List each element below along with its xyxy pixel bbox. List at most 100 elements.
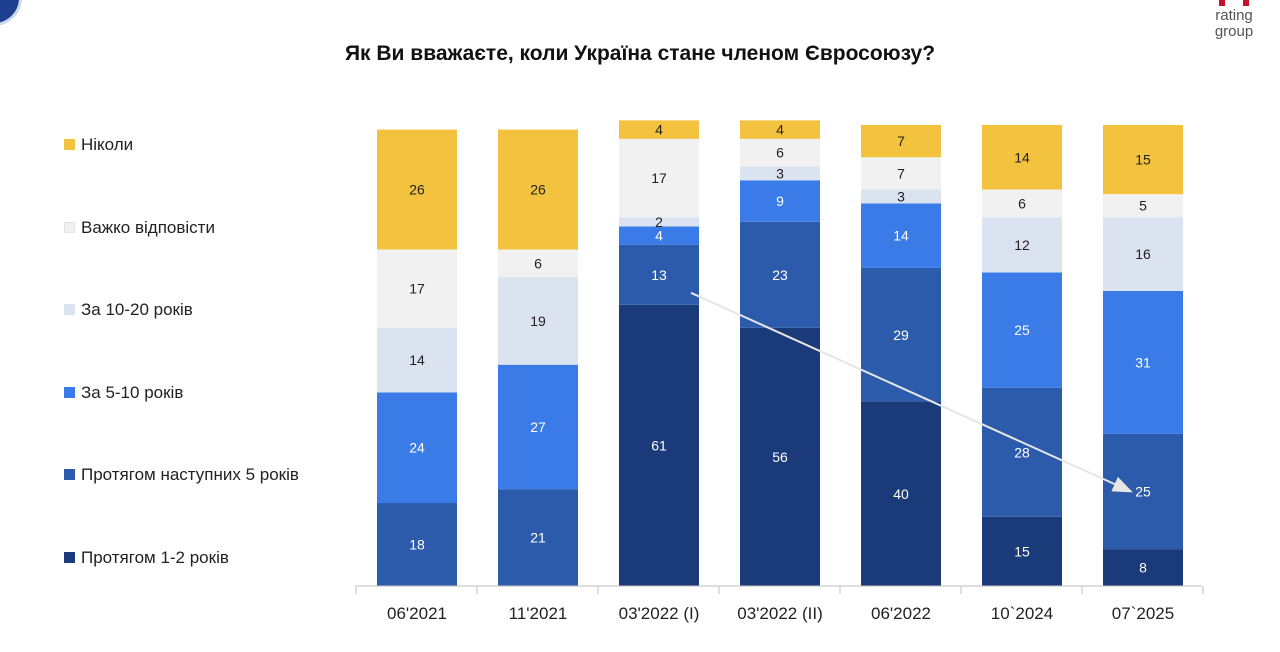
data-label: 7 xyxy=(897,133,905,149)
data-label: 21 xyxy=(530,530,546,546)
data-label: 19 xyxy=(530,313,546,329)
bar-segment xyxy=(740,221,820,328)
legend-swatch xyxy=(64,551,75,563)
legend-item: За 10-20 років xyxy=(64,299,193,321)
data-label: 4 xyxy=(655,122,663,138)
data-label: 7 xyxy=(897,165,905,181)
legend-label: Протягом наступних 5 років xyxy=(81,465,299,484)
brand-logo: rating group xyxy=(1204,0,1264,40)
bar-segment xyxy=(498,129,578,250)
data-label: 14 xyxy=(893,228,909,244)
bar-segment xyxy=(377,392,457,504)
data-label: 15 xyxy=(1014,543,1030,559)
data-label: 56 xyxy=(772,449,788,465)
data-label: 29 xyxy=(893,327,909,343)
data-label: 2 xyxy=(655,214,663,230)
brand-text: rating group xyxy=(1214,7,1254,40)
brand-mark-icon xyxy=(1219,0,1249,6)
x-tick-label: 03'2022 (ІІ) xyxy=(737,604,822,623)
data-label: 31 xyxy=(1135,354,1151,370)
bar-segment xyxy=(861,401,941,586)
chart-title: Як Ви вважаєте, коли Україна стане члено… xyxy=(344,42,936,65)
bar-segment xyxy=(619,226,699,245)
data-label: 6 xyxy=(1018,195,1026,211)
bar-segment xyxy=(1103,125,1183,195)
data-label: 8 xyxy=(1139,560,1147,576)
bar-segment xyxy=(1103,549,1183,586)
data-label: 18 xyxy=(409,537,425,553)
bar-segment xyxy=(740,180,820,222)
data-label: 17 xyxy=(409,281,425,297)
data-label: 27 xyxy=(530,419,546,435)
data-label: 24 xyxy=(409,440,425,456)
bar-segment xyxy=(498,249,578,278)
data-label: 61 xyxy=(651,437,667,453)
data-label: 4 xyxy=(776,122,784,138)
data-label: 4 xyxy=(655,228,663,244)
legend-swatch xyxy=(64,304,75,316)
bar-segment xyxy=(498,489,578,586)
data-label: 9 xyxy=(776,193,784,209)
x-tick-label: 03'2022 (І) xyxy=(619,604,700,623)
data-label: 26 xyxy=(409,182,425,198)
legend-item: За 5-10 років xyxy=(64,382,183,404)
bar-segment xyxy=(982,516,1062,586)
data-label: 5 xyxy=(1139,198,1147,214)
legend-swatch xyxy=(64,386,75,398)
legend-label: За 10-20 років xyxy=(81,300,193,319)
legend-item: Протягом наступних 5 років xyxy=(64,464,299,486)
data-label: 13 xyxy=(651,267,667,283)
x-tick-label: 06'2022 xyxy=(871,604,931,623)
bar-segment xyxy=(861,203,941,268)
data-label: 25 xyxy=(1014,322,1030,338)
bar-segment xyxy=(619,138,699,218)
legend-item: Важко відповісти xyxy=(64,217,215,239)
trend-arrow xyxy=(690,291,1133,493)
legend-item: Протягом 1-2 років xyxy=(64,547,229,569)
bar-segment xyxy=(377,327,457,393)
bar-segment xyxy=(740,138,820,167)
bar-segment xyxy=(982,272,1062,388)
x-tick-label: 06'2021 xyxy=(387,604,447,623)
data-label: 14 xyxy=(409,352,425,368)
bar-segment xyxy=(498,364,578,490)
bar-segment xyxy=(1103,194,1183,218)
legend-swatch xyxy=(64,469,75,481)
data-label: 14 xyxy=(1014,149,1030,165)
bar-segment xyxy=(861,189,941,204)
bar-segment xyxy=(861,125,941,158)
bar-segment xyxy=(740,120,820,139)
data-label: 28 xyxy=(1014,444,1030,460)
bar-segment xyxy=(619,120,699,139)
data-label: 23 xyxy=(772,267,788,283)
legend-swatch xyxy=(64,139,75,151)
legend-swatch xyxy=(64,221,75,233)
bar-segment xyxy=(982,387,1062,517)
data-label: 17 xyxy=(651,170,667,186)
data-label: 3 xyxy=(776,165,784,181)
bar-segment xyxy=(1103,217,1183,291)
legend-label: Ніколи xyxy=(81,135,134,154)
x-tick-label: 11'2021 xyxy=(509,604,568,623)
data-label: 3 xyxy=(897,188,905,204)
bar-segment xyxy=(619,304,699,586)
x-tick-label: 07`2025 xyxy=(1112,604,1174,623)
data-label: 6 xyxy=(534,255,542,271)
legend-label: Важко відповісти xyxy=(81,217,215,237)
bar-segment xyxy=(740,327,820,586)
legend-label: За 5-10 років xyxy=(81,382,184,402)
legend-label: Протягом 1-2 років xyxy=(81,547,229,567)
data-label: 15 xyxy=(1135,152,1151,168)
data-label: 40 xyxy=(893,486,909,502)
bar-segment xyxy=(619,217,699,227)
data-label: 6 xyxy=(776,145,784,161)
data-label: 25 xyxy=(1135,483,1151,499)
bar-segment xyxy=(861,267,941,402)
bar-segment xyxy=(982,189,1062,218)
bar-segment xyxy=(377,249,457,328)
bar-segment xyxy=(740,166,820,181)
x-tick-label: 10`2024 xyxy=(991,604,1053,623)
bar-segment xyxy=(619,244,699,305)
data-label: 12 xyxy=(1014,237,1030,253)
